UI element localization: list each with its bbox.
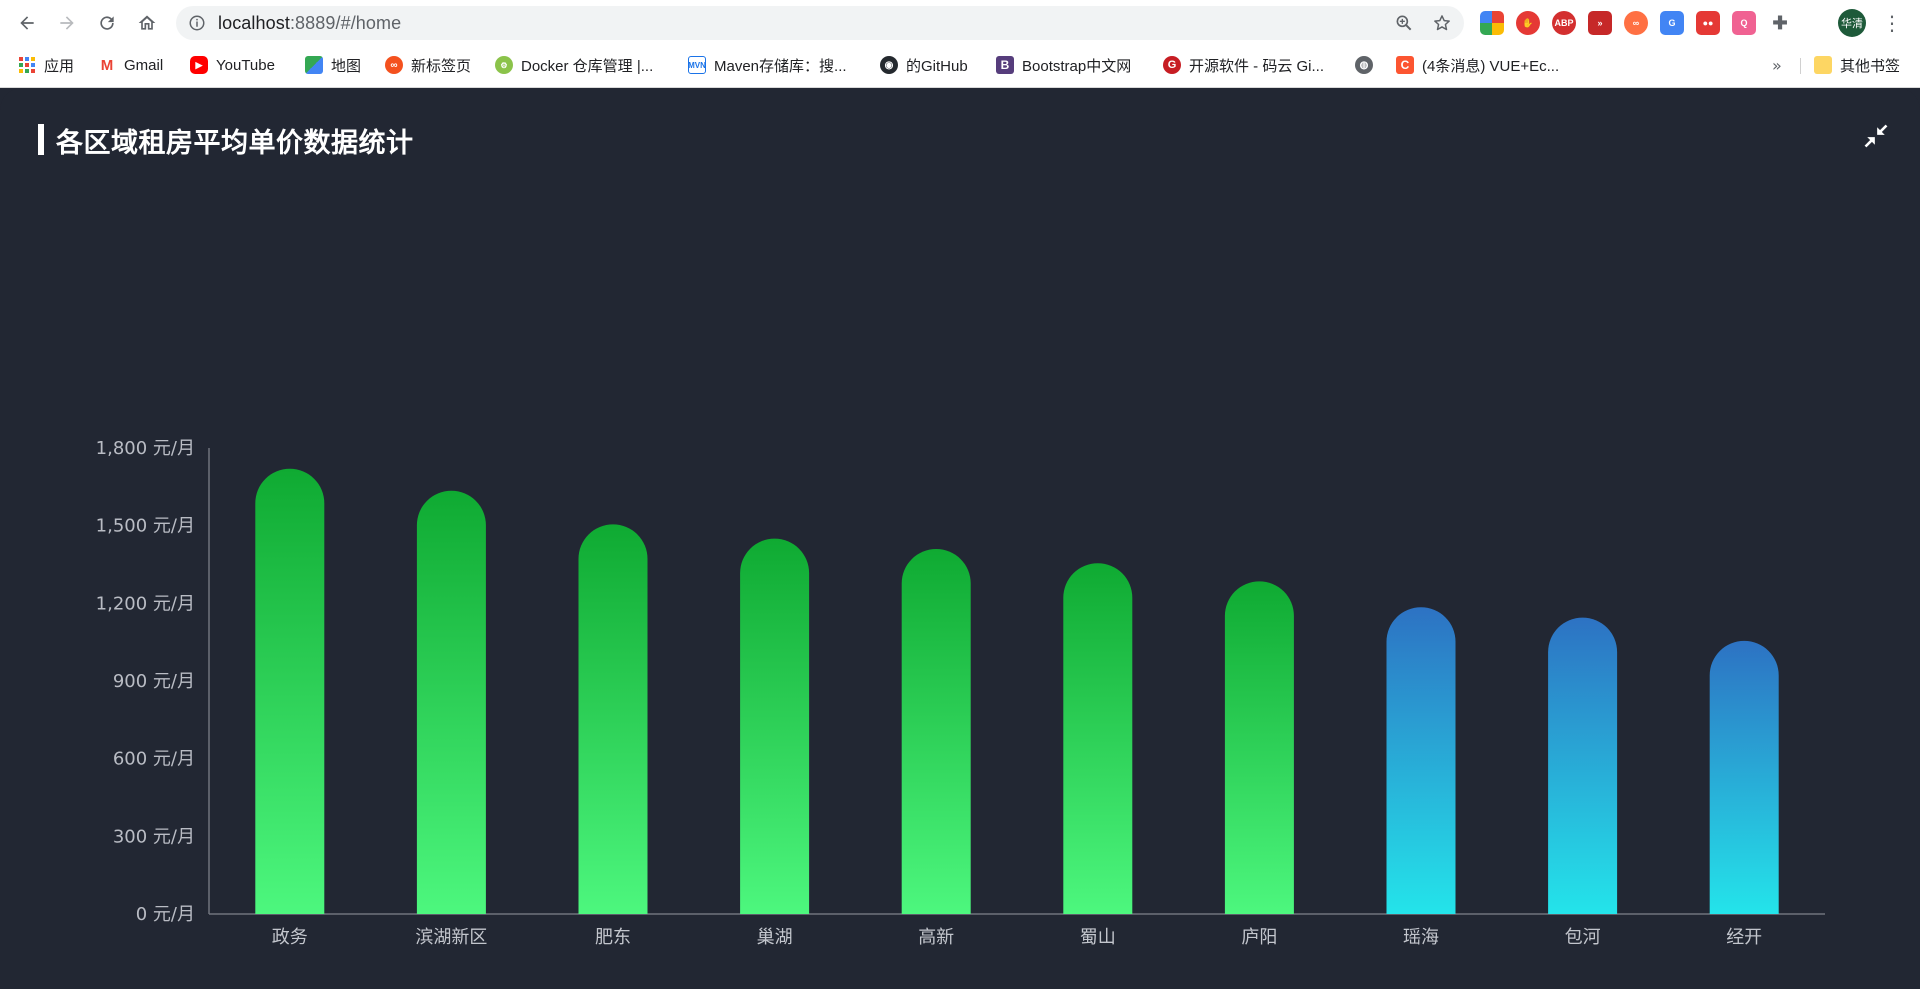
bookmark-label: 应用 [44, 57, 75, 75]
bookmark-newtab[interactable]: ∞ 新标签页 [385, 54, 471, 76]
bookmarks-bar: 应用 M Gmail ▶ YouTube 地图 ∞ 新标签页 ⚙ Docker … [0, 48, 1920, 82]
bookmark-docker[interactable]: ⚙ Docker 仓库管理 |... [495, 54, 653, 76]
url-text[interactable]: localhost:8889/#/home [218, 13, 401, 34]
bookmark-apps[interactable]: 应用 [18, 54, 74, 76]
back-icon[interactable] [13, 9, 41, 37]
bar-1 [255, 468, 325, 914]
search-extension-icon[interactable]: Q [1732, 11, 1756, 35]
folder-icon [1814, 56, 1832, 74]
red-extension-icon[interactable]: ●● [1696, 11, 1720, 35]
bookmark-label: Gmail [124, 56, 164, 74]
bookmark-globe[interactable]: ◍ [1355, 54, 1373, 76]
maps-icon [305, 56, 323, 74]
x-tick-label: 庐阳 [1241, 927, 1277, 948]
y-tick-label: 1,200 元/月 [96, 593, 195, 614]
chart-labels: 0 元/月 300 元/月 600 元/月 900 元/月 1,200 元/月 1,500… [96, 438, 1763, 948]
site-info-icon[interactable] [188, 14, 206, 32]
bar-10 [1709, 640, 1779, 914]
browser-menu-icon[interactable]: ⋮ [1882, 11, 1902, 35]
x-tick-label: 高新 [918, 927, 954, 948]
y-tick-label: 1,500 元/月 [96, 516, 195, 537]
csdn-icon: C [1396, 56, 1414, 74]
y-tick-label: 600 元/月 [113, 749, 195, 770]
browser-chrome: localhost:8889/#/home ✋ ABP » ∞ G ●● Q ✚… [0, 0, 1920, 88]
profile-avatar[interactable]: 华清 [1838, 9, 1866, 37]
docker-icon: ⚙ [495, 56, 513, 74]
chart-bars [255, 468, 1779, 914]
forward-icon[interactable] [53, 9, 81, 37]
x-tick-label: 滨湖新区 [415, 927, 487, 948]
extensions-puzzle-icon[interactable]: ✚ [1768, 11, 1792, 35]
x-tick-label: 蜀山 [1080, 927, 1116, 948]
bar-4 [740, 538, 810, 914]
bookmark-label: YouTube [216, 56, 275, 74]
bookmark-csdn[interactable]: C (4条消息) VUE+Ec... [1396, 54, 1559, 76]
bootstrap-icon: B [996, 56, 1014, 74]
bookmark-gmail[interactable]: M Gmail [98, 54, 163, 76]
title-accent-bar [38, 124, 44, 155]
bookmarks-divider [1800, 58, 1801, 74]
bar-3 [578, 524, 648, 914]
panel-title: 各区域租房平均单价数据统计 [56, 128, 414, 159]
bookmark-github[interactable]: ◉ 的GitHub [880, 54, 968, 76]
bar-2 [416, 490, 486, 914]
bookmark-maps[interactable]: 地图 [305, 54, 361, 76]
home-icon[interactable] [133, 9, 161, 37]
y-tick-label: 0 元/月 [136, 904, 195, 925]
x-tick-label: 经开 [1726, 927, 1762, 948]
bar-5 [901, 548, 971, 914]
bookmark-label: 新标签页 [411, 57, 472, 75]
more-bookmarks-button[interactable]: » [1772, 56, 1782, 75]
adblock-plus-icon[interactable]: ABP [1552, 11, 1576, 35]
infinity-extension-icon[interactable]: ∞ [1624, 11, 1648, 35]
newtab-icon: ∞ [385, 56, 403, 74]
x-tick-label: 巢湖 [757, 927, 793, 948]
bookmark-other-folder[interactable]: 其他书签 [1814, 54, 1900, 76]
x-tick-label: 瑶海 [1403, 927, 1439, 948]
bar-6 [1063, 563, 1133, 914]
url-path: :8889/#/home [289, 13, 402, 33]
bar-8 [1386, 607, 1456, 914]
y-tick-label: 300 元/月 [113, 826, 195, 847]
globe-icon: ◍ [1355, 56, 1373, 74]
bookmark-label: 地图 [331, 57, 362, 75]
bookmark-label: (4条消息) VUE+Ec... [1422, 57, 1560, 75]
zoom-icon[interactable] [1394, 13, 1414, 33]
url-host: localhost [218, 13, 290, 33]
extensions-bar: ✋ ABP » ∞ G ●● Q ✚ [1480, 10, 1792, 36]
y-tick-label: 900 元/月 [113, 671, 195, 692]
bookmark-label: 开源软件 - 码云 Gi... [1189, 57, 1325, 75]
bookmark-star-icon[interactable] [1432, 13, 1452, 33]
fast-forward-extension-icon[interactable]: » [1588, 11, 1612, 35]
apps-grid-icon [18, 56, 36, 74]
bookmark-label: 的GitHub [906, 57, 968, 75]
bookmark-gitee[interactable]: G 开源软件 - 码云 Gi... [1163, 54, 1324, 76]
bar-9 [1548, 617, 1618, 914]
hand-extension-icon[interactable]: ✋ [1516, 11, 1540, 35]
bar-7 [1224, 581, 1294, 914]
bookmark-label: Maven存储库：搜... [714, 57, 847, 75]
bookmark-youtube[interactable]: ▶ YouTube [190, 54, 275, 76]
browser-toolbar: localhost:8889/#/home ✋ ABP » ∞ G ●● Q ✚… [0, 0, 1920, 46]
reload-icon[interactable] [93, 9, 121, 37]
google-translate-icon[interactable]: G [1660, 11, 1684, 35]
x-tick-label: 肥东 [595, 927, 631, 948]
x-tick-label: 政务 [272, 927, 308, 948]
bookmark-bootstrap[interactable]: B Bootstrap中文网 [996, 54, 1131, 76]
address-bar[interactable]: localhost:8889/#/home [176, 6, 1464, 40]
colorful-extension-icon[interactable] [1480, 11, 1504, 35]
maven-icon: MVN [688, 56, 706, 74]
x-tick-label: 包河 [1565, 927, 1601, 948]
youtube-icon: ▶ [190, 56, 208, 74]
bookmark-maven[interactable]: MVN Maven存储库：搜... [688, 54, 847, 76]
y-tick-label: 1,800 元/月 [96, 438, 195, 459]
gmail-icon: M [98, 56, 116, 74]
github-icon: ◉ [880, 56, 898, 74]
bookmark-label: Bootstrap中文网 [1022, 57, 1132, 75]
bookmark-label: Docker 仓库管理 |... [521, 57, 654, 75]
bookmark-label: 其他书签 [1840, 57, 1901, 75]
gitee-icon: G [1163, 56, 1181, 74]
exit-fullscreen-icon[interactable] [1862, 122, 1890, 150]
